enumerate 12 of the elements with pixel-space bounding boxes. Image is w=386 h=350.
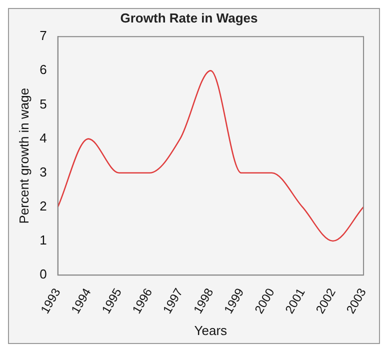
y-tick-label: 3	[40, 164, 47, 180]
y-tick-label: 6	[40, 62, 47, 78]
y-tick-label: 5	[40, 96, 47, 112]
y-axis-title: Percent growth in wage	[16, 88, 32, 224]
chart-title: Growth Rate in Wages	[120, 10, 258, 26]
x-axis-title: Years	[194, 322, 228, 338]
y-tick-label: 4	[40, 130, 47, 146]
line-series	[57, 70, 364, 242]
y-tick-label: 7	[40, 28, 47, 44]
y-tick-label: 2	[40, 198, 47, 214]
y-tick-label: 1	[40, 232, 47, 248]
y-tick-label: 0	[40, 266, 47, 282]
